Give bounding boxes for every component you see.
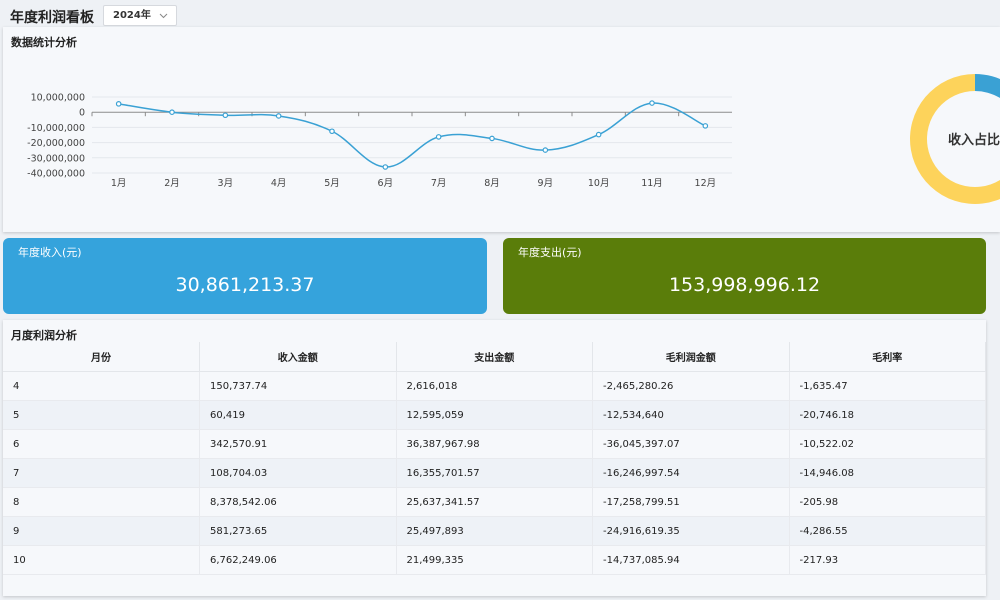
x-tick-label: 2月 [164, 178, 180, 189]
data-point [169, 109, 175, 116]
data-point [115, 101, 122, 107]
table-cell: 21,499,335 [396, 545, 593, 575]
table-cell: -12,534,640 [592, 400, 790, 430]
data-point [489, 135, 495, 142]
table-cell: -4,286.55 [789, 516, 986, 546]
page-title: 年度利润看板 [10, 10, 94, 26]
year-select[interactable]: 2024年 [103, 5, 177, 26]
donut-segment [910, 74, 1000, 204]
card-value: 30,861,213.37 [175, 274, 315, 296]
table-cell: 10 [3, 545, 200, 575]
x-tick-label: 7月 [431, 178, 447, 189]
table-cell: -36,045,397.07 [592, 429, 790, 459]
y-tick-label: 10,000,000 [31, 93, 85, 104]
table-cell: 150,737.74 [199, 371, 397, 401]
table-cell: -14,737,085.94 [592, 545, 790, 575]
table-cell: 9 [3, 516, 200, 546]
table-cell: -17,258,799.51 [592, 487, 790, 517]
table-cell: -14,946.08 [789, 458, 986, 488]
panel-title: 月度利润分析 [11, 329, 77, 342]
table-row: 9 581,273.65 25,497,893 -24,916,619.35 -4,28… [3, 516, 986, 546]
y-tick-label: -40,000,000 [27, 169, 85, 180]
x-tick-label: 1月 [111, 178, 127, 189]
table-cell: 36,387,967.98 [396, 429, 593, 459]
table-cell: -16,246,997.54 [592, 458, 790, 488]
x-tick-label: 5月 [324, 178, 340, 189]
table-row: 5 60,419 12,595,059 -12,534,640 -20,746.18 [3, 400, 986, 430]
donut-segment [975, 74, 1000, 99]
table-cell: 7 [3, 458, 200, 488]
x-tick-label: 4月 [271, 178, 287, 189]
profit-table: 月份 收入金额 支出金额 毛利润金额 毛利率 4 150,737.74 2,616,018 -2… [3, 342, 986, 575]
table-row: 4 150,737.74 2,616,018 -2,465,280.26 -1,635.… [3, 371, 986, 401]
y-tick-label: 0 [79, 108, 85, 119]
table-row: 7 108,704.03 16,355,701.57 -16,246,997.54 -1… [3, 458, 986, 488]
table-cell: -2,465,280.26 [592, 371, 790, 401]
table-cell: -20,746.18 [789, 400, 986, 430]
donut-label: 收入占比 [948, 132, 1000, 148]
column-header[interactable]: 月份 [3, 342, 200, 372]
x-tick-label: 3月 [218, 178, 234, 189]
panel-title: 数据统计分析 [11, 36, 77, 49]
data-point [329, 128, 335, 135]
data-point [542, 147, 549, 153]
table-cell: 108,704.03 [199, 458, 397, 488]
card-title: 年度支出(元) [518, 246, 582, 259]
table-cell: 581,273.65 [199, 516, 397, 546]
y-tick-label: -10,000,000 [27, 123, 85, 134]
column-header[interactable]: 毛利润金额 [592, 342, 790, 372]
y-tick-label: -30,000,000 [27, 153, 85, 164]
table-cell: 6,762,249.06 [199, 545, 397, 575]
header-row: 月份 收入金额 支出金额 毛利润金额 毛利率 [3, 342, 986, 372]
table-row: 8 8,378,542.06 25,637,341.57 -17,258,799.51… [3, 487, 986, 517]
card-title: 年度收入(元) [18, 246, 82, 259]
table-row: 6 342,570.91 36,387,967.98 -36,045,397.07 -1… [3, 429, 986, 459]
data-point [435, 134, 442, 140]
table-cell: 25,497,893 [396, 516, 593, 546]
table-cell: 8 [3, 487, 200, 517]
year-select-value[interactable]: 2024年 [113, 10, 151, 21]
x-tick-label: 11月 [641, 178, 663, 189]
table-row: 10 6,762,249.06 21,499,335 -14,737,085.94 -2… [3, 545, 986, 575]
x-tick-label: 8月 [484, 178, 500, 189]
table-cell: 4 [3, 371, 200, 401]
table-cell: -205.98 [789, 487, 986, 517]
table-cell: -24,916,619.35 [592, 516, 790, 546]
table-cell: 5 [3, 400, 200, 430]
table-cell: -10,522.02 [789, 429, 986, 459]
x-tick-label: 12月 [695, 178, 717, 189]
x-tick-label: 9月 [538, 178, 554, 189]
expense-card: 年度支出(元) 153,998,996.12 [503, 238, 986, 314]
table-cell: 342,570.91 [199, 429, 397, 459]
data-point [702, 123, 709, 129]
column-header[interactable]: 收入金额 [199, 342, 397, 372]
column-header[interactable]: 支出金额 [396, 342, 593, 372]
line-chart: 10,000,000 0 -10,000,000 -20,000,000 -30,000… [27, 74, 1000, 204]
table-cell: -217.93 [789, 545, 986, 575]
data-point [649, 100, 655, 106]
x-tick-label: 10月 [588, 178, 610, 189]
income-card: 年度收入(元) 30,861,213.37 [3, 238, 487, 314]
table-cell: 8,378,542.06 [199, 487, 397, 517]
x-tick-label: 6月 [378, 178, 394, 189]
data-point [595, 131, 602, 138]
table-cell: 60,419 [199, 400, 397, 430]
table-cell: 12,595,059 [396, 400, 593, 430]
dropdown-arrow [159, 13, 168, 19]
table-cell: 16,355,701.57 [396, 458, 593, 488]
data-point [222, 112, 229, 119]
table-cell: -1,635.47 [789, 371, 986, 401]
column-header[interactable]: 毛利率 [789, 342, 986, 372]
data-point [382, 164, 389, 170]
y-tick-label: -20,000,000 [27, 138, 85, 149]
table-cell: 6 [3, 429, 200, 459]
stats-panel: 数据统计分析 10,000,000 0 -10,000,000 -20,000,000… [3, 27, 1000, 232]
table-cell: 2,616,018 [396, 371, 593, 401]
table-panel: 月度利润分析 月份 收入金额 支出金额 毛利润金额 毛利率 4 150,737.74 2,61… [3, 320, 986, 596]
data-point [275, 113, 282, 119]
table-cell: 25,637,341.57 [396, 487, 593, 517]
card-value: 153,998,996.12 [668, 274, 821, 296]
